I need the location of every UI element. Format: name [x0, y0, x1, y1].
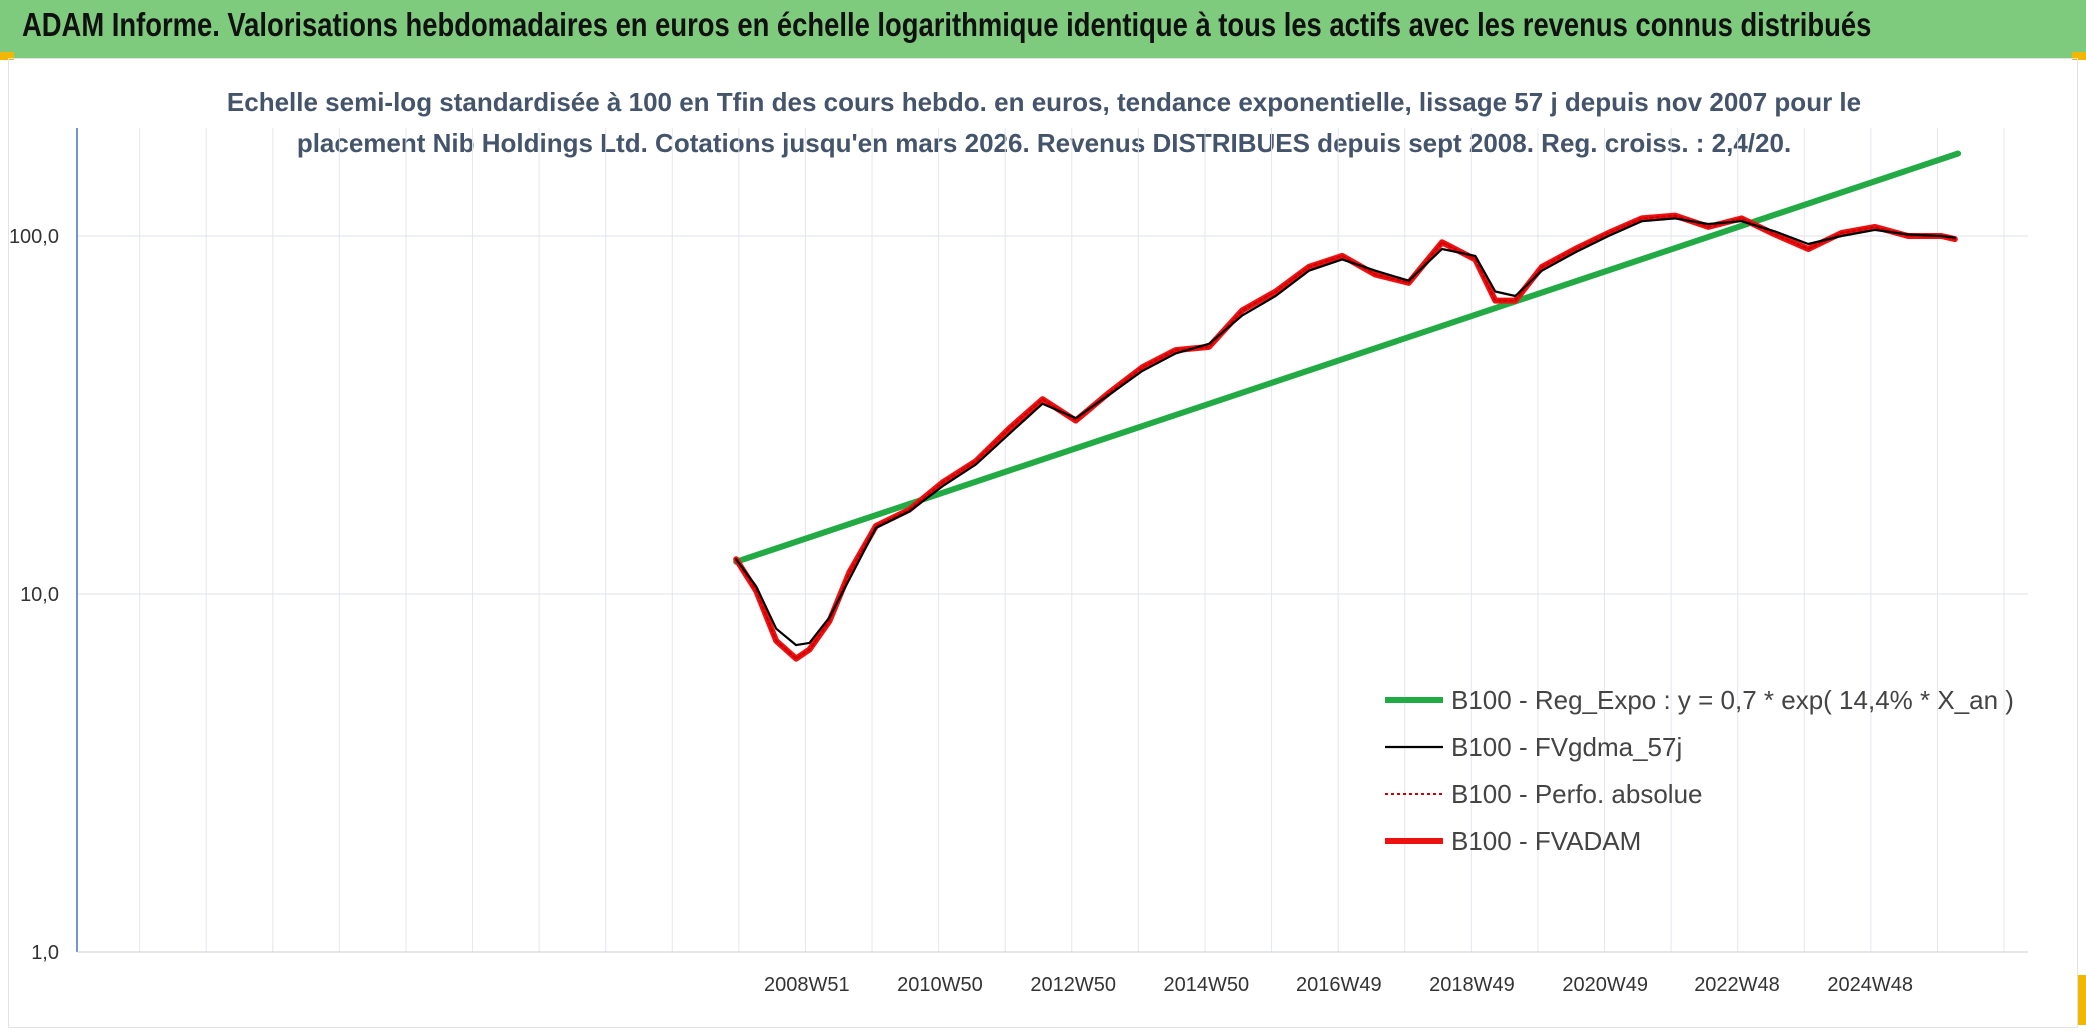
legend-item-perfo-absolue-label: B100 - Perfo. absolue — [1451, 779, 1703, 809]
chart-subtitle-line-1: Echelle semi-log standardisée à 100 en T… — [227, 87, 1861, 117]
plot-area — [733, 150, 1962, 662]
x-tick-label: 2008W51 — [764, 974, 850, 996]
y-tick-label: 1,0 — [31, 942, 59, 964]
series-fvgdma-line — [735, 217, 1956, 647]
corner-marker-right — [2072, 52, 2086, 60]
x-tick-label: 2024W48 — [1827, 974, 1913, 996]
legend-item-fvadam-label: B100 - FVADAM — [1451, 826, 1641, 856]
x-tick-label: 2016W49 — [1296, 974, 1382, 996]
header-bar: ADAM Informe. Valorisations hebdomadaire… — [0, 0, 2086, 58]
legend-item-fvgdma-label: B100 - FVgdma_57j — [1451, 732, 1682, 762]
y-tick-label: 100,0 — [9, 226, 59, 248]
x-tick-label: 2014W50 — [1164, 974, 1250, 996]
series-perfo-absolue-line — [735, 214, 1956, 660]
gridlines — [77, 128, 2028, 953]
corner-marker-left — [0, 52, 14, 60]
y-tick-label: 10,0 — [20, 584, 59, 606]
corner-marker-bottom-right — [2078, 975, 2086, 1025]
legend-item-reg-expo-label: B100 - Reg_Expo : y = 0,7 * exp( 14,4% *… — [1451, 685, 2014, 715]
chart-frame — [8, 58, 2078, 1028]
x-tick-label: 2012W50 — [1030, 974, 1116, 996]
y-axis: 1,0 10,0 100,0 — [9, 128, 78, 964]
chart-subtitle-line-2: placement Nib Holdings Ltd. Cotations ju… — [297, 128, 1791, 158]
x-tick-label: 2020W49 — [1562, 974, 1648, 996]
legend: B100 - Reg_Expo : y = 0,7 * exp( 14,4% *… — [1385, 685, 2014, 856]
x-tick-label: 2022W48 — [1694, 974, 1780, 996]
report-title: ADAM Informe. Valorisations hebdomadaire… — [22, 6, 1872, 43]
series-fvadam-line — [733, 212, 1958, 662]
x-axis: 2008W51 2010W50 2012W50 2014W50 2016W49 2018W… — [77, 951, 2028, 996]
x-tick-label: 2018W49 — [1429, 974, 1515, 996]
x-tick-label: 2010W50 — [897, 974, 983, 996]
